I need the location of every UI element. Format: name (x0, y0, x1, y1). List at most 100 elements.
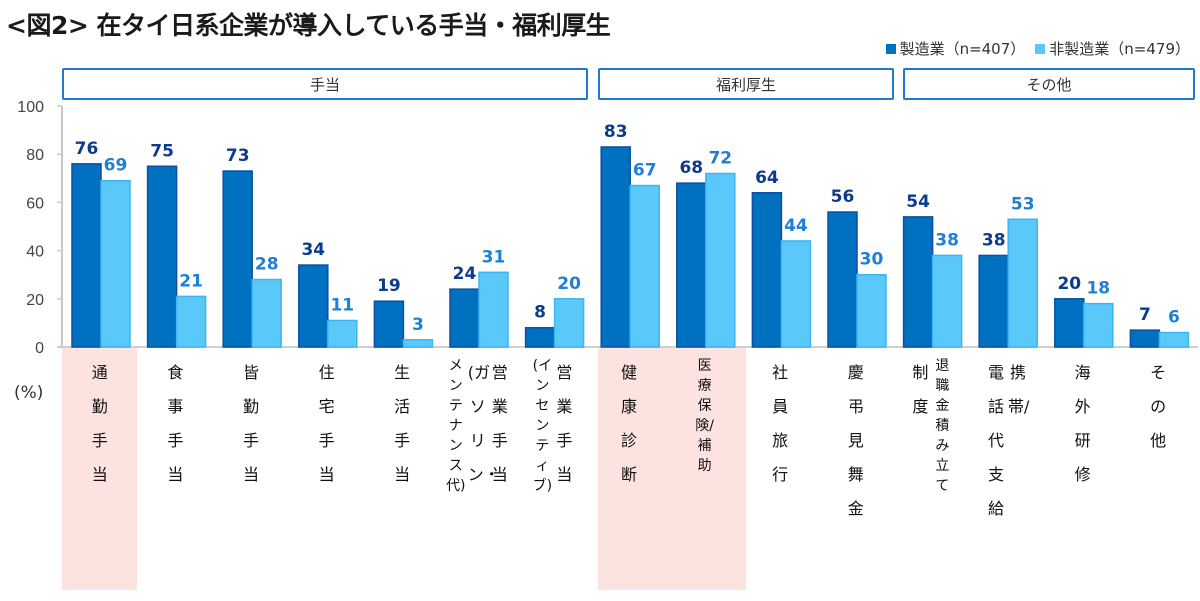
bar-non-manufacturing (1007, 218, 1038, 348)
x-tick-label: 食事手当 (167, 363, 184, 484)
x-tick-label: 健康診断 (620, 363, 637, 484)
y-tick-label: 60 (26, 195, 44, 212)
data-label-non-manufacturing: 3 (412, 315, 424, 335)
y-unit-label: (%) (14, 383, 44, 403)
legend-item-non-manufacturing: 非製造業（n=479） (1035, 38, 1190, 59)
x-tick-label: 皆勤手当 (242, 363, 259, 484)
x-tick-label: 生活手当 (394, 363, 411, 484)
bar-non-manufacturing (553, 298, 585, 348)
data-label-non-manufacturing: 69 (104, 156, 128, 176)
chart-title: <図2> 在タイ日系企業が導入している手当・福利厚生 (6, 11, 611, 40)
bar-non-manufacturing (100, 179, 131, 348)
x-tick-label: 電話代支給 (987, 363, 1004, 518)
data-label-manufacturing: 73 (226, 146, 250, 166)
x-tick-label: (ガソリン・ (467, 363, 500, 484)
x-tick-label: 慶弔見舞金 (847, 363, 864, 518)
bar-manufacturing (978, 254, 1009, 348)
data-label-non-manufacturing: 30 (860, 250, 884, 270)
legend: 製造業（n=407） 非製造業（n=479） (885, 38, 1190, 59)
bar-manufacturing (373, 300, 405, 348)
y-tick-label: 40 (26, 244, 44, 261)
data-label-manufacturing: 54 (906, 192, 930, 212)
data-label-non-manufacturing: 20 (557, 274, 581, 294)
bar-manufacturing (298, 264, 329, 348)
data-label-non-manufacturing: 67 (633, 161, 657, 181)
bar-manufacturing (1054, 298, 1085, 348)
bar-non-manufacturing (931, 254, 963, 348)
x-tick-label: その他 (1150, 363, 1167, 450)
highlight-health-medical (598, 348, 746, 590)
bar-manufacturing (449, 288, 480, 348)
data-label-manufacturing: 24 (453, 264, 477, 284)
x-tick-label: 退職金積み立て (935, 358, 950, 494)
data-label-non-manufacturing: 31 (482, 247, 506, 267)
x-tick-label: (インセンティブ) (532, 358, 553, 494)
y-tick-label: 100 (17, 99, 44, 116)
category-box-welfare: 福利厚生 (598, 68, 894, 100)
bar-manufacturing (676, 182, 707, 348)
legend-item-manufacturing: 製造業（n=407） (885, 38, 1026, 59)
bar-manufacturing (222, 170, 253, 348)
data-label-non-manufacturing: 44 (784, 216, 808, 236)
x-tick-label: 営業手当 (556, 363, 573, 484)
data-label-non-manufacturing: 21 (179, 271, 203, 291)
x-tick-label: 携帯/ (1008, 363, 1030, 416)
bar-non-manufacturing (327, 319, 358, 348)
bar-non-manufacturing (402, 339, 434, 348)
data-label-manufacturing: 19 (377, 276, 401, 296)
x-tick-label: 通勤手当 (91, 363, 108, 484)
bar-manufacturing (902, 216, 934, 348)
y-tick-label: 80 (26, 147, 44, 164)
bar-manufacturing (71, 163, 102, 348)
x-tick-label: 医療保険/補助 (695, 358, 714, 474)
x-tick-label: 海外研修 (1074, 363, 1091, 484)
data-label-non-manufacturing: 18 (1086, 279, 1110, 299)
y-tick-label: 20 (26, 292, 44, 309)
data-label-manufacturing: 8 (534, 303, 546, 323)
x-tick-label: 制度 (912, 363, 929, 416)
legend-swatch-light (1035, 43, 1046, 54)
bar-non-manufacturing (251, 278, 282, 348)
data-label-non-manufacturing: 38 (935, 230, 959, 250)
data-label-manufacturing: 38 (982, 230, 1006, 250)
data-label-non-manufacturing: 28 (255, 255, 279, 275)
legend-label-manufacturing: 製造業（n=407） (899, 40, 1026, 58)
legend-swatch-dark (885, 43, 896, 54)
bar-manufacturing (827, 211, 858, 348)
data-label-manufacturing: 83 (604, 122, 628, 142)
category-box-allowance: 手当 (62, 68, 588, 100)
data-label-manufacturing: 34 (301, 240, 325, 260)
bar-manufacturing (600, 146, 631, 348)
bar-non-manufacturing (1083, 302, 1114, 348)
x-tick-label: メンテナンス代) (446, 358, 466, 494)
data-label-non-manufacturing: 6 (1168, 308, 1180, 328)
bar-non-manufacturing (1158, 331, 1190, 348)
x-tick-label: 社員旅行 (772, 363, 789, 484)
data-label-manufacturing: 68 (679, 158, 703, 178)
data-label-non-manufacturing: 53 (1011, 194, 1035, 214)
data-label-manufacturing: 64 (755, 168, 779, 188)
bar-non-manufacturing (780, 240, 812, 348)
legend-label-non-manufacturing: 非製造業（n=479） (1049, 40, 1190, 58)
data-label-manufacturing: 20 (1057, 274, 1081, 294)
bar-non-manufacturing (478, 271, 509, 348)
y-tick-label: 0 (35, 340, 44, 357)
data-label-non-manufacturing: 11 (330, 295, 354, 315)
bar-manufacturing (1129, 329, 1161, 348)
data-label-manufacturing: 76 (75, 139, 99, 159)
bar-manufacturing (751, 192, 783, 348)
highlight-commute (62, 348, 137, 590)
bar-non-manufacturing (705, 172, 736, 348)
data-label-manufacturing: 7 (1139, 305, 1151, 325)
category-box-other: その他 (903, 68, 1195, 100)
bar-non-manufacturing (629, 184, 660, 348)
data-label-manufacturing: 75 (150, 141, 174, 161)
x-tick-label: 住宅手当 (318, 363, 335, 484)
data-label-manufacturing: 56 (831, 187, 855, 207)
x-tick-label: 営業手当 (491, 363, 508, 484)
bar-non-manufacturing (856, 273, 887, 348)
bar-manufacturing (524, 326, 556, 348)
bar-manufacturing (146, 165, 178, 348)
bar-non-manufacturing (175, 295, 207, 348)
